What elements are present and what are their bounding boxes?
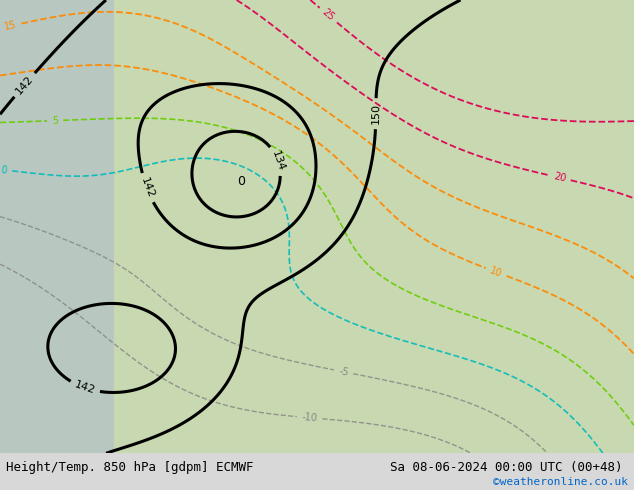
Text: 134: 134 (269, 149, 286, 172)
Text: 5: 5 (52, 116, 58, 126)
Text: 15: 15 (3, 20, 18, 32)
Text: -5: -5 (338, 366, 349, 378)
Text: Sa 08-06-2024 00:00 UTC (00+48): Sa 08-06-2024 00:00 UTC (00+48) (390, 462, 623, 474)
Text: -10: -10 (301, 412, 318, 423)
Text: 25: 25 (320, 7, 336, 23)
Text: 142: 142 (14, 74, 36, 96)
Text: 10: 10 (489, 265, 503, 279)
Text: 20: 20 (553, 172, 567, 184)
Text: 0: 0 (237, 175, 245, 188)
FancyBboxPatch shape (0, 0, 114, 453)
Text: Height/Temp. 850 hPa [gdpm] ECMWF: Height/Temp. 850 hPa [gdpm] ECMWF (6, 462, 254, 474)
Text: 0: 0 (1, 165, 8, 175)
Text: 150: 150 (371, 103, 381, 124)
Text: 142: 142 (138, 176, 155, 199)
Text: 142: 142 (73, 380, 96, 396)
Text: ©weatheronline.co.uk: ©weatheronline.co.uk (493, 477, 628, 487)
